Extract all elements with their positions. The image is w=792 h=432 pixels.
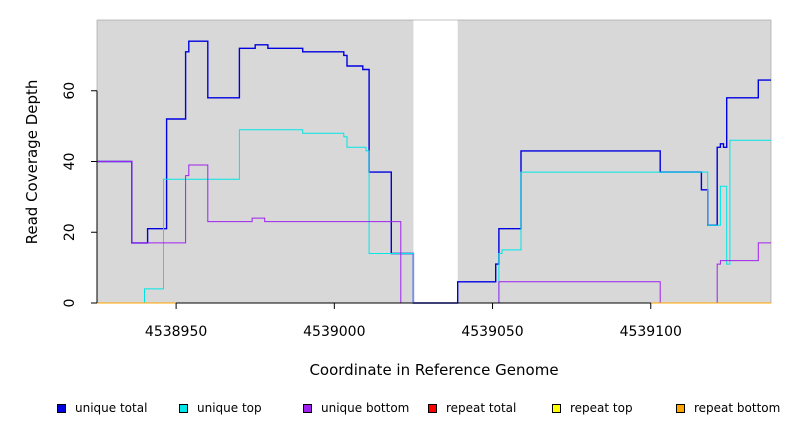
legend-item-unique-top: unique top — [179, 401, 262, 415]
legend-swatch — [552, 403, 561, 413]
y-axis-label: Read Coverage Depth — [23, 80, 41, 245]
series-unique-top — [97, 129, 771, 304]
legend-label: repeat top — [570, 401, 633, 415]
legend-label: unique top — [197, 401, 262, 415]
legend: unique total unique top unique bottom repea… — [0, 401, 792, 417]
x-tick-label: 4539000 — [303, 324, 365, 340]
legend-label: repeat bottom — [694, 401, 781, 415]
x-axis-label: Coordinate in Reference Genome — [309, 361, 559, 379]
series-unique-bottom — [97, 161, 771, 304]
legend-swatch — [303, 403, 312, 413]
legend-swatch — [428, 403, 437, 413]
x-tick-label: 4539100 — [620, 324, 682, 340]
legend-label: unique bottom — [321, 401, 410, 415]
legend-swatch — [179, 403, 188, 413]
y-tick-label: 0 — [62, 299, 78, 308]
legend-label: repeat total — [446, 401, 517, 415]
legend-item-repeat-top: repeat top — [552, 401, 633, 415]
legend-item-unique-total: unique total — [57, 401, 147, 415]
gap-region — [413, 20, 458, 303]
legend-label: unique total — [75, 401, 148, 415]
x-tick-label: 4538950 — [145, 324, 207, 340]
legend-item-repeat-total: repeat total — [428, 401, 516, 415]
series-unique-total — [97, 40, 771, 304]
y-tick-label: 40 — [62, 153, 78, 171]
y-tick-label: 20 — [62, 223, 78, 241]
x-tick-label: 4539050 — [461, 324, 523, 340]
legend-item-unique-bottom: unique bottom — [303, 401, 409, 415]
legend-swatch — [57, 403, 66, 413]
legend-swatch — [676, 403, 685, 413]
y-tick-label: 60 — [62, 82, 78, 100]
legend-item-repeat-bottom: repeat bottom — [676, 401, 780, 415]
